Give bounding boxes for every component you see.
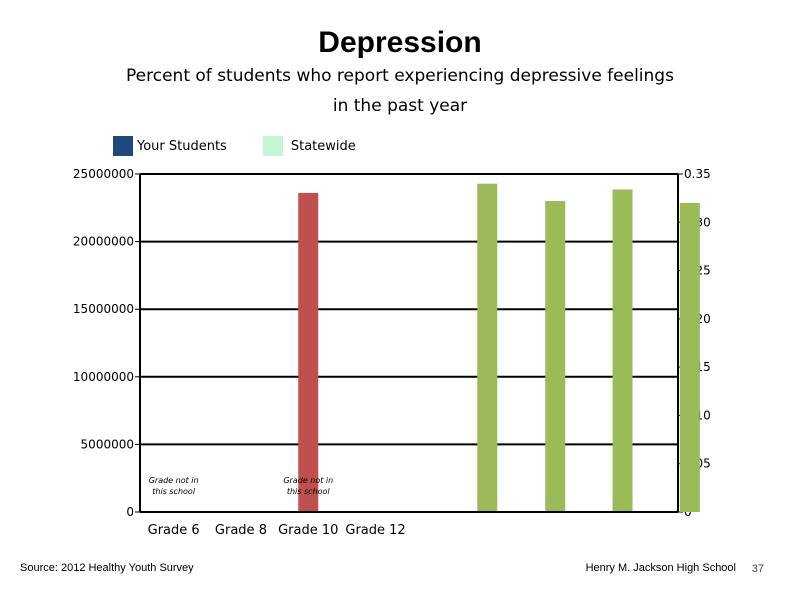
annotation-line: this school bbox=[152, 487, 196, 496]
category-label: Grade 6 bbox=[148, 523, 200, 538]
legend-label-statewide: Statewide bbox=[290, 138, 356, 154]
annotation-line: this school bbox=[287, 487, 331, 496]
left-tick-label: 0 bbox=[126, 505, 134, 519]
school-name: Henry M. Jackson High School bbox=[585, 562, 736, 574]
bar bbox=[679, 202, 700, 512]
page-number: 37 bbox=[751, 563, 764, 575]
chart-subtitle-line-2: in the past year bbox=[332, 96, 468, 116]
category-label: Grade 8 bbox=[215, 523, 267, 538]
source-note: Source: 2012 Healthy Youth Survey bbox=[20, 562, 194, 574]
legend-label-your-students: Your Students bbox=[137, 138, 227, 154]
left-tick-label: 10000000 bbox=[73, 370, 134, 384]
chart-subtitle-line-1: Percent of students who report experienc… bbox=[126, 66, 674, 86]
chart-title: Depression bbox=[318, 26, 482, 59]
annotation-line: Grade not in bbox=[149, 476, 199, 485]
annotation-line: Grade not in bbox=[283, 476, 333, 485]
category-label: Grade 10 bbox=[278, 523, 338, 538]
legend-swatch-your-students bbox=[113, 136, 133, 156]
left-tick-label: 25000000 bbox=[73, 167, 134, 181]
bar bbox=[545, 201, 566, 513]
left-tick-label: 15000000 bbox=[73, 302, 134, 316]
right-tick-label: 0.35 bbox=[684, 167, 711, 181]
left-tick-label: 20000000 bbox=[73, 235, 134, 249]
bar bbox=[612, 189, 633, 513]
left-tick-label: 5000000 bbox=[81, 437, 134, 451]
bar bbox=[298, 192, 319, 513]
legend: Your Students Statewide bbox=[113, 136, 386, 156]
legend-swatch-statewide bbox=[262, 136, 283, 156]
legend-item-statewide: Statewide bbox=[262, 136, 356, 156]
legend-item-your-students: Your Students bbox=[113, 136, 227, 156]
category-label: Grade 12 bbox=[345, 523, 405, 538]
bar bbox=[477, 183, 498, 512]
